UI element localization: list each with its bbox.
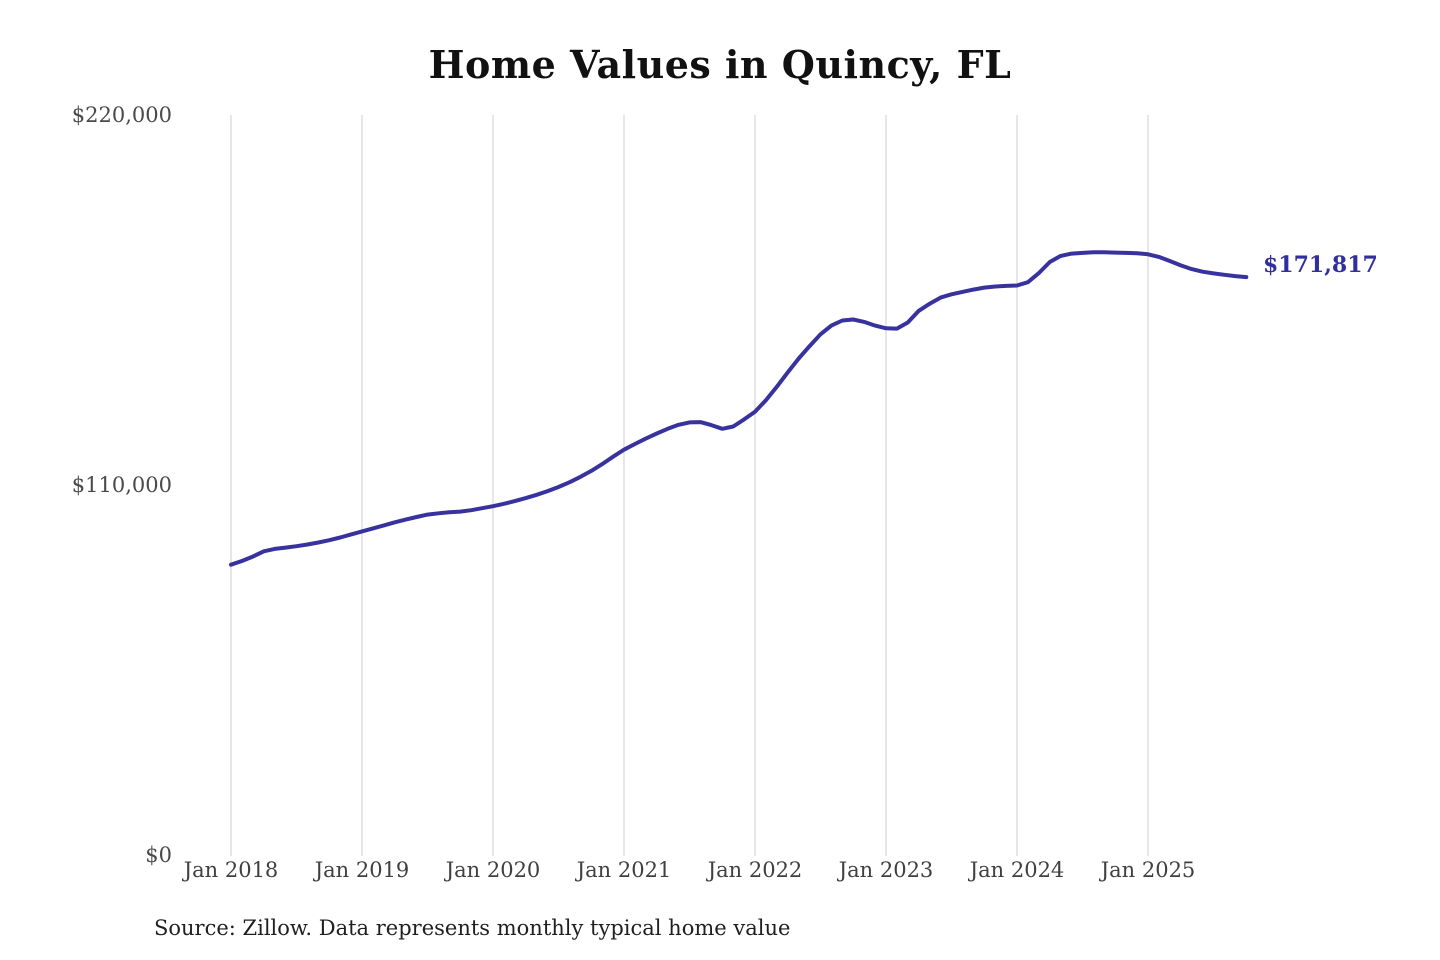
y-tick-label: $0: [145, 843, 172, 867]
x-tick-label: Jan 2021: [576, 858, 672, 882]
home-value-line: [229, 250, 1249, 567]
y-tick-label: $220,000: [71, 103, 172, 127]
x-tick-label: Jan 2018: [183, 858, 279, 882]
y-tick-label: $110,000: [71, 473, 172, 497]
x-tick-label: Jan 2023: [838, 858, 934, 882]
x-tick-label: Jan 2024: [969, 858, 1065, 882]
chart-title: Home Values in Quincy, FL: [428, 42, 1012, 87]
latest-value-label: $171,817: [1263, 252, 1378, 278]
x-tick-label: Jan 2022: [707, 858, 803, 882]
x-tick-label: Jan 2020: [445, 858, 541, 882]
source-note: Source: Zillow. Data represents monthly …: [154, 916, 791, 940]
x-tick-label: Jan 2025: [1100, 858, 1196, 882]
x-tick-label: Jan 2019: [314, 858, 410, 882]
